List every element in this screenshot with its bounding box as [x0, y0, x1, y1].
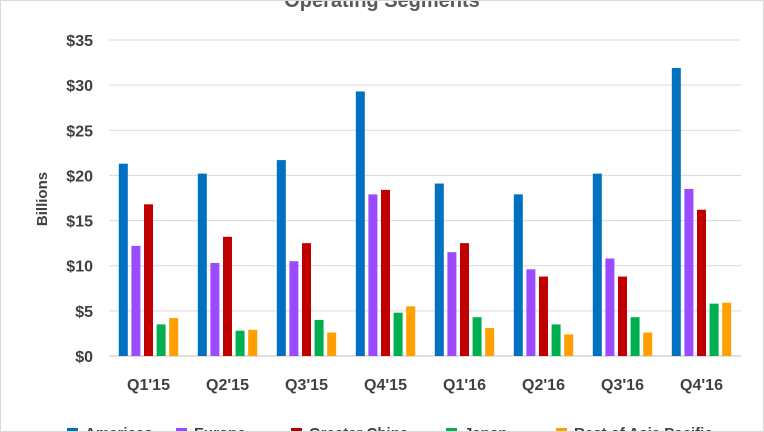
x-category-label: Q1'16 — [443, 377, 486, 394]
legend: Americas Europe Greater China Japan Rest of … — [67, 425, 713, 431]
bar — [434, 183, 444, 356]
bar — [671, 67, 681, 356]
y-tick-label: $0 — [75, 349, 93, 366]
x-category-labels: Q1'15 Q2'15 Q3'15 Q4'15 Q1'16 Q2'16 Q3'16 Q4'16 — [127, 377, 723, 394]
bar — [447, 252, 457, 356]
bar — [248, 329, 258, 356]
bar — [276, 160, 286, 356]
bar — [460, 243, 469, 356]
bar — [289, 261, 299, 356]
chart-title: Operating Segments — [284, 1, 480, 12]
y-tick-label: $35 — [66, 33, 93, 50]
bar — [406, 306, 416, 356]
bar — [156, 324, 166, 356]
bar — [472, 317, 482, 356]
bar — [210, 263, 220, 356]
bar — [684, 188, 694, 356]
legend-label: Europe — [194, 425, 246, 431]
x-category-label: Q3'15 — [285, 377, 328, 394]
legend-label: Americas — [85, 425, 153, 431]
legend-swatch — [556, 428, 567, 431]
legend-label: Japan — [464, 425, 507, 431]
bar — [169, 318, 179, 356]
y-tick-label: $25 — [66, 123, 93, 140]
bar — [592, 173, 602, 356]
bar — [551, 324, 561, 356]
bar — [630, 317, 640, 356]
y-tick-label: $30 — [66, 78, 93, 95]
bar — [327, 332, 337, 356]
y-axis-label: Billions — [34, 172, 51, 226]
x-category-label: Q3'16 — [601, 377, 644, 394]
bar — [564, 334, 574, 356]
bar — [302, 243, 311, 356]
legend-label: Greater China — [309, 425, 409, 431]
x-category-label: Q4'16 — [680, 377, 723, 394]
bar — [131, 245, 141, 356]
bar — [697, 209, 706, 356]
bar — [526, 269, 536, 356]
x-category-label: Q2'16 — [522, 377, 565, 394]
bar — [314, 319, 324, 356]
y-tick-label: $5 — [75, 304, 93, 321]
x-category-label: Q2'15 — [206, 377, 249, 394]
bar — [223, 236, 232, 356]
bar — [144, 204, 153, 356]
y-tick-label: $20 — [66, 168, 93, 185]
bar — [618, 276, 627, 356]
y-tick-label: $10 — [66, 259, 93, 276]
legend-label: Rest of Asia Pacific — [574, 425, 713, 431]
bar — [197, 173, 207, 356]
bar — [355, 91, 365, 356]
x-category-label: Q1'15 — [127, 377, 170, 394]
bar — [709, 303, 719, 356]
bar — [643, 332, 653, 356]
legend-swatch — [176, 428, 187, 431]
x-category-label: Q4'15 — [364, 377, 407, 394]
bar — [393, 312, 403, 356]
bar — [513, 194, 523, 356]
bar — [539, 276, 548, 356]
bar — [381, 189, 390, 356]
bar — [722, 302, 732, 356]
y-tick-labels: $0 $5 $10 $15 $20 $25 $30 $35 — [66, 33, 93, 366]
bar — [605, 258, 615, 356]
bar — [118, 163, 128, 356]
bar — [485, 328, 495, 356]
legend-swatch — [67, 428, 78, 431]
legend-swatch — [446, 428, 457, 431]
bars — [118, 67, 732, 356]
bar — [368, 194, 378, 356]
bar — [235, 330, 245, 356]
legend-swatch — [291, 428, 302, 431]
y-tick-label: $15 — [66, 214, 93, 231]
